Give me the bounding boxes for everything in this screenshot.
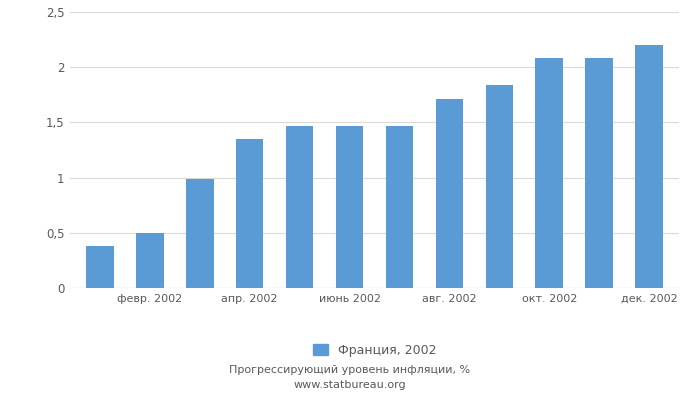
Bar bbox=[86, 246, 113, 288]
Bar bbox=[435, 99, 463, 288]
Bar bbox=[236, 139, 263, 288]
Bar bbox=[336, 126, 363, 288]
Bar bbox=[386, 126, 413, 288]
Bar bbox=[136, 233, 164, 288]
Legend: Франция, 2002: Франция, 2002 bbox=[313, 344, 436, 357]
Bar bbox=[536, 58, 563, 288]
Bar bbox=[486, 85, 513, 288]
Bar bbox=[636, 45, 663, 288]
Bar bbox=[286, 126, 314, 288]
Text: Прогрессирующий уровень инфляции, %: Прогрессирующий уровень инфляции, % bbox=[230, 365, 470, 375]
Bar bbox=[186, 179, 214, 288]
Text: www.statbureau.org: www.statbureau.org bbox=[294, 380, 406, 390]
Bar bbox=[585, 58, 613, 288]
